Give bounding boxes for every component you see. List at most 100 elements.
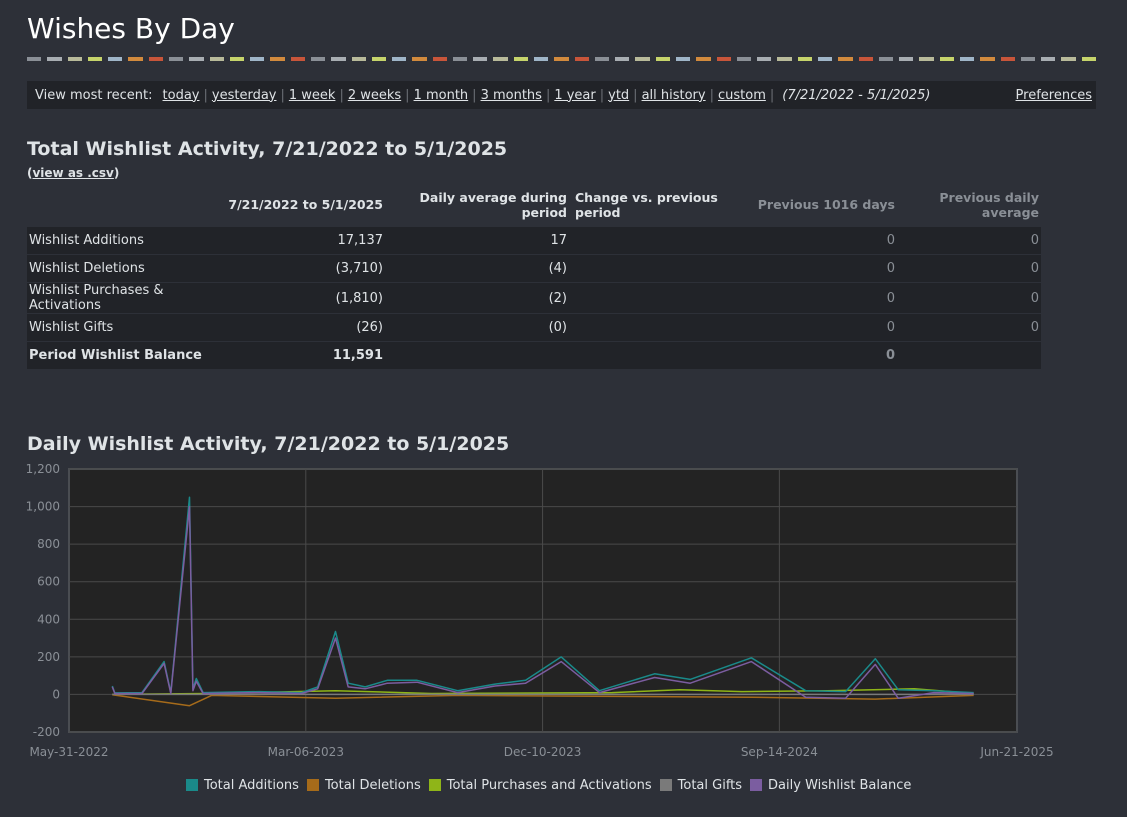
legend-item[interactable]: Total Purchases and Activations — [428, 777, 652, 793]
underline-dash — [351, 57, 366, 61]
series-line — [112, 694, 974, 707]
underline-dash — [148, 57, 163, 61]
underline-dash — [67, 57, 82, 61]
legend-item[interactable]: Total Deletions — [306, 777, 421, 793]
underline-dash — [676, 57, 691, 61]
underline-dash — [574, 57, 589, 61]
underline-dash — [777, 57, 792, 61]
underline-dash — [371, 57, 387, 61]
underline-dash — [432, 57, 447, 61]
cell-previous: 0 — [745, 341, 897, 369]
legend-swatch — [750, 779, 763, 791]
cell-period: (26) — [217, 313, 385, 342]
range-link-today[interactable]: today — [162, 87, 200, 103]
cell-previous-average: 0 — [897, 254, 1041, 283]
cell-period: (1,810) — [217, 282, 385, 314]
y-tick-label: -200 — [33, 725, 60, 739]
table-row: Period Wishlist Balance 11,591 0 — [27, 341, 1041, 369]
underline-dash — [27, 57, 42, 61]
underline-dash — [412, 57, 427, 61]
underline-dash — [1041, 57, 1056, 61]
underline-dash — [47, 57, 62, 61]
cell-previous-average: 0 — [897, 226, 1041, 255]
legend-label: Total Additions — [204, 777, 299, 793]
legend-item[interactable]: Total Gifts — [659, 778, 742, 793]
underline-dash — [534, 57, 549, 61]
csv-link-wrapper: (view as .csv) — [27, 166, 119, 180]
series-line — [111, 505, 974, 699]
y-tick-label: 400 — [37, 612, 60, 626]
table-row: Wishlist Gifts (26) (0) 0 0 — [27, 313, 1041, 342]
underline-dash — [655, 57, 670, 61]
underline-dash — [290, 57, 305, 61]
underline-dash — [128, 57, 143, 61]
page-title: Wishes By Day — [27, 12, 235, 45]
underline-dash — [250, 57, 265, 61]
total-activity-heading: Total Wishlist Activity, 7/21/2022 to 5/… — [27, 138, 508, 160]
range-link-ytd[interactable]: ytd — [608, 87, 630, 103]
cell-period: 17,137 — [217, 226, 385, 255]
legend-label: Total Deletions — [324, 777, 421, 793]
range-link-all-history[interactable]: all history — [641, 87, 706, 103]
range-link-2-weeks[interactable]: 2 weeks — [347, 87, 402, 103]
underline-dash — [392, 57, 407, 61]
table-row: Wishlist Deletions (3,710) (4) 0 0 — [27, 254, 1041, 283]
underline-dash — [635, 57, 650, 61]
underline-dash — [797, 57, 812, 61]
cell-change — [569, 341, 745, 369]
range-link-1-month[interactable]: 1 month — [413, 87, 469, 103]
range-label: View most recent: — [35, 87, 153, 103]
underline-dash — [817, 57, 833, 61]
row-label: Wishlist Additions — [27, 226, 217, 255]
range-link-3-months[interactable]: 3 months — [480, 87, 542, 103]
y-tick-label: 600 — [37, 575, 60, 589]
underline-dash — [757, 57, 772, 61]
preferences-link[interactable]: Preferences — [1015, 87, 1092, 103]
row-label: Wishlist Gifts — [27, 313, 217, 342]
y-tick-label: 200 — [37, 650, 60, 664]
underline-dash — [87, 57, 103, 61]
range-link-custom[interactable]: custom — [718, 87, 766, 103]
legend-item[interactable]: Total Additions — [186, 778, 299, 793]
legend-item[interactable]: Daily Wishlist Balance — [750, 778, 911, 793]
underline-dash — [939, 57, 954, 61]
underline-dash — [1020, 57, 1036, 61]
cell-change — [569, 254, 745, 283]
range-link-1-year[interactable]: 1 year — [554, 87, 596, 103]
underline-dash — [270, 57, 285, 61]
cell-change — [569, 282, 745, 314]
underline-dash — [473, 57, 488, 61]
legend-swatch — [659, 779, 672, 791]
range-link-1-week[interactable]: 1 week — [288, 87, 336, 103]
underline-dash — [513, 57, 529, 61]
cell-previous: 0 — [745, 254, 897, 283]
daily-activity-heading: Daily Wishlist Activity, 7/21/2022 to 5/… — [27, 433, 510, 455]
underline-dash — [716, 57, 731, 61]
cell-daily-average: (4) — [385, 254, 569, 283]
cell-period: (3,710) — [217, 254, 385, 283]
range-link-yesterday[interactable]: yesterday — [211, 87, 277, 103]
cell-previous-average: 0 — [897, 282, 1041, 314]
legend-swatch — [306, 779, 319, 791]
date-range-bar: View most recent: today | yesterday | 1 we… — [27, 81, 1096, 109]
x-tick-label: Sep-14-2024 — [741, 745, 818, 759]
y-tick-label: 800 — [37, 537, 60, 551]
underline-dash — [980, 57, 995, 61]
underline-dash — [919, 57, 934, 61]
series-line — [111, 496, 974, 694]
underline-dash — [615, 57, 630, 61]
underline-dash — [1061, 57, 1076, 61]
header-previous-daily-average: Previous daily average — [939, 189, 1039, 220]
cell-previous: 0 — [745, 282, 897, 314]
table-row: Wishlist Additions 17,137 17 0 0 — [27, 226, 1041, 255]
view-csv-link[interactable]: view as .csv — [32, 166, 114, 180]
title-underline-decoration — [27, 57, 1096, 61]
cell-previous-average: 0 — [897, 313, 1041, 342]
x-tick-label: Dec-10-2023 — [504, 745, 582, 759]
underline-dash — [554, 57, 569, 61]
underline-dash — [209, 57, 224, 61]
header-daily-average: Daily average during period — [419, 189, 567, 220]
y-tick-label: 1,200 — [26, 462, 60, 476]
row-label: Wishlist Purchases & Activations — [27, 282, 217, 314]
legend-label: Total Purchases and Activations — [446, 777, 652, 793]
